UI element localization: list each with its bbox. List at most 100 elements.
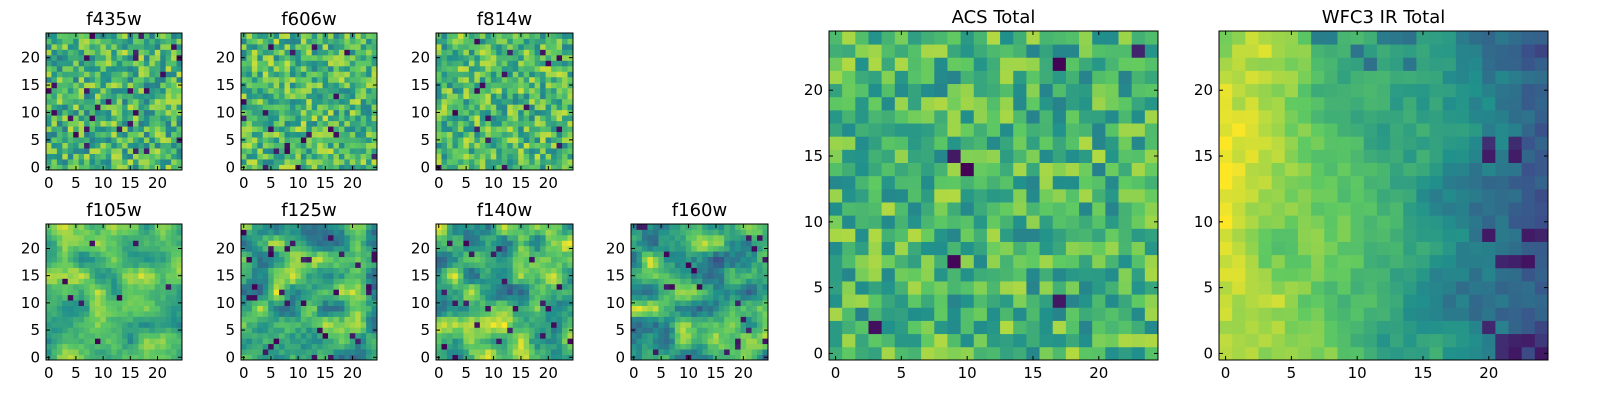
heatmap-cell — [718, 300, 725, 306]
heatmap-cell — [84, 131, 90, 138]
heatmap-cell — [674, 251, 681, 258]
heatmap-cell — [868, 267, 883, 282]
heatmap-cell — [436, 240, 442, 247]
heatmap-cell — [251, 142, 258, 149]
heatmap-cell — [457, 115, 464, 122]
heatmap-cell — [436, 65, 442, 72]
heatmap-cell — [251, 283, 258, 290]
heatmap-cell — [46, 76, 52, 83]
heatmap-cell — [631, 251, 637, 258]
heatmap-cell — [529, 224, 536, 230]
heatmap-cell — [257, 98, 264, 105]
heatmap-cell — [62, 98, 69, 105]
heatmap-cell — [111, 338, 118, 345]
heatmap-cell — [507, 148, 514, 154]
heatmap-cell — [355, 338, 362, 345]
heatmap-cell — [562, 224, 568, 230]
heatmap-cell — [735, 332, 741, 339]
heatmap-cell — [262, 38, 269, 45]
heatmap-cell — [485, 224, 492, 230]
heatmap-cell — [295, 245, 302, 252]
heatmap-cell — [105, 251, 112, 258]
heatmap-cell — [441, 267, 448, 274]
heatmap-cell — [921, 215, 935, 229]
heatmap-cell — [127, 311, 134, 317]
heatmap-cell — [713, 272, 720, 279]
heatmap-cell — [724, 289, 731, 296]
heatmap-cell — [556, 126, 563, 133]
heatmap-cell — [567, 153, 574, 160]
heatmap-cell — [718, 229, 725, 236]
x-tick-label: 0 — [239, 174, 249, 192]
heatmap-cell — [349, 300, 356, 306]
heatmap-cell — [328, 262, 334, 268]
heatmap-cell — [894, 307, 909, 321]
heatmap-cell — [518, 262, 525, 268]
heatmap-cell — [333, 109, 340, 116]
heatmap-cell — [685, 283, 692, 290]
heatmap-cell — [51, 33, 58, 39]
heatmap-cell — [947, 320, 961, 335]
heatmap-cell — [89, 283, 96, 290]
heatmap-cell — [322, 54, 329, 61]
heatmap-cell — [100, 38, 107, 45]
heatmap-cell — [262, 321, 269, 328]
heatmap-cell — [490, 267, 497, 274]
heatmap-cell — [56, 148, 63, 154]
heatmap-cell — [306, 305, 313, 312]
heatmap-cell — [702, 305, 709, 312]
heatmap-cell — [273, 289, 280, 296]
heatmap-cell — [251, 93, 258, 100]
heatmap-cell — [246, 251, 253, 258]
heatmap-cell — [111, 38, 118, 45]
heatmap-cell — [257, 338, 264, 345]
heatmap-cell — [306, 65, 313, 72]
heatmap-cell — [921, 346, 935, 361]
heatmap-cell — [67, 159, 74, 165]
heatmap-cell — [729, 245, 736, 252]
heatmap-cell — [349, 71, 356, 78]
heatmap-cell — [1039, 281, 1054, 295]
heatmap-cell — [1118, 215, 1133, 229]
heatmap-cell — [718, 343, 725, 350]
heatmap-cell — [89, 251, 96, 258]
heatmap-cell — [171, 327, 177, 334]
heatmap-cell — [100, 289, 107, 296]
heatmap-cell — [452, 76, 459, 83]
heatmap-cell — [171, 272, 177, 279]
heatmap-cell — [674, 338, 681, 345]
heatmap-cell — [479, 234, 486, 241]
heatmap-cell — [366, 54, 372, 61]
heatmap-cell — [713, 300, 720, 306]
heatmap-cell — [306, 126, 313, 133]
heatmap-cell — [669, 311, 676, 317]
heatmap-cell — [663, 267, 670, 274]
heatmap-cell — [1131, 175, 1146, 190]
heatmap-cell — [556, 349, 563, 355]
heatmap-cell — [907, 228, 922, 242]
heatmap-cell — [143, 54, 150, 61]
x-tick-label: 10 — [94, 174, 113, 192]
heatmap-cell — [729, 289, 736, 296]
heatmap-cell — [457, 126, 464, 133]
heatmap-cell — [479, 164, 486, 171]
heatmap-cell — [279, 87, 285, 94]
heatmap-cell — [306, 153, 313, 160]
heatmap-cell — [691, 354, 698, 361]
heatmap-cell — [556, 245, 563, 252]
heatmap-cell — [328, 43, 334, 50]
heatmap-cell — [138, 153, 145, 160]
heatmap-cell — [452, 305, 459, 312]
heatmap-cell — [545, 316, 552, 323]
heatmap-cell — [317, 338, 323, 345]
heatmap-cell — [501, 327, 508, 334]
heatmap-cell — [46, 251, 52, 258]
heatmap-cell — [534, 98, 541, 105]
heatmap-cell — [691, 316, 698, 323]
heatmap-cell — [300, 240, 307, 247]
heatmap-cells — [631, 224, 769, 361]
heatmap-cell — [165, 321, 172, 328]
heatmap-cell — [947, 267, 961, 282]
heatmap-cell — [284, 164, 291, 171]
heatmap-cell — [322, 272, 329, 279]
